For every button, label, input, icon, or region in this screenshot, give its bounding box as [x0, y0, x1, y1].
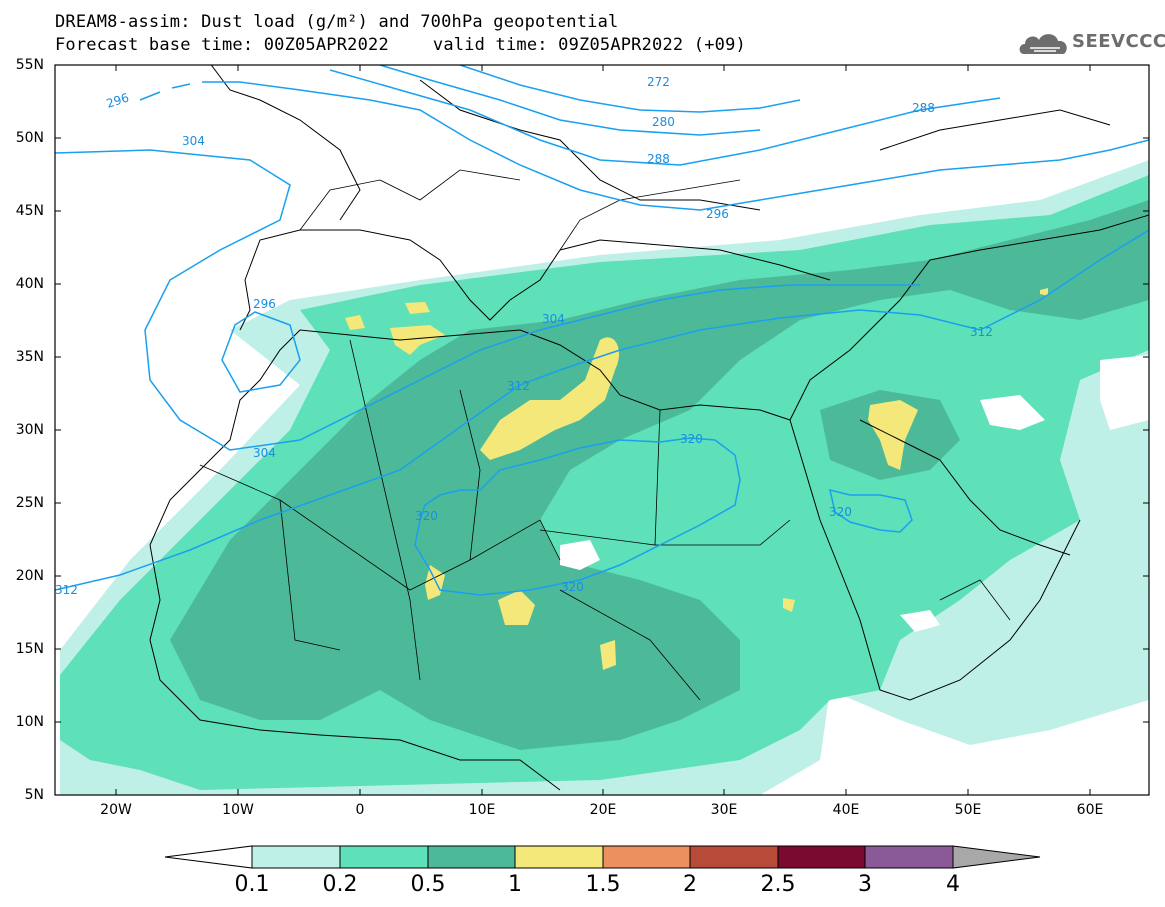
contour-label: 304 [542, 312, 565, 326]
colorbar-bin [602, 845, 691, 869]
colorbar-bin [427, 845, 516, 869]
lon-label: 60E [1076, 802, 1104, 818]
valid-time: valid time: 09Z05APR2022 (+09) [432, 35, 746, 55]
contour-label: 296 [105, 90, 131, 110]
contour-label: 320 [829, 505, 852, 519]
colorbar-label: 0.2 [322, 872, 358, 897]
lon-label: 20W [100, 802, 132, 818]
colorbar-label: 2 [683, 872, 697, 897]
coastlines [149, 65, 1149, 791]
colorbar-bin [251, 845, 341, 869]
colorbar-label: 3 [858, 872, 872, 897]
seevccc-logo: SEEVCCC [1016, 26, 1165, 60]
colorbar-bin [777, 845, 866, 869]
contour-label: 288 [912, 101, 935, 115]
contour-label: 304 [253, 446, 276, 460]
contour-label: 280 [652, 115, 675, 129]
contour-label: 296 [253, 297, 276, 311]
lon-label: 0 [355, 802, 365, 818]
lat-label: 40N [15, 276, 44, 292]
contour-label: 320 [561, 580, 584, 594]
colorbar-bin [864, 845, 954, 869]
lat-label: 45N [15, 203, 44, 219]
lat-label: 15N [15, 641, 44, 657]
lat-label: 35N [15, 349, 44, 365]
contour-label-group: 296 272 280 288 288 296 304 304 312 312 … [55, 75, 993, 597]
lon-label: 20E [589, 802, 617, 818]
dust-band-0.5 [170, 200, 1149, 750]
contour-label: 312 [507, 379, 530, 393]
geopotential-contours [55, 65, 1149, 596]
contour-label: 272 [647, 75, 670, 89]
colorbar-bin [339, 845, 429, 869]
contour-label: 312 [970, 325, 993, 339]
colorbar-label: 2.5 [760, 872, 796, 897]
contour-label: 296 [706, 207, 729, 221]
colorbar-label: 4 [946, 872, 960, 897]
base-time: Forecast base time: 00Z05APR2022 [55, 35, 389, 55]
lat-label: 50N [15, 130, 44, 146]
dust-free-areas [560, 355, 1149, 632]
forecast-times: Forecast base time: 00Z05APR2022 valid ti… [55, 35, 746, 55]
lat-label: 55N [15, 57, 44, 73]
lat-label: 20N [15, 568, 44, 584]
axis-ticks [55, 64, 1149, 796]
colorbar-bin [514, 845, 604, 869]
colorbar [164, 845, 1041, 869]
lat-label: 10N [15, 714, 44, 730]
country-borders [199, 169, 1011, 701]
colorbar-label: 0.5 [410, 872, 446, 897]
colorbar-low-arrow [164, 845, 253, 869]
lat-label: 30N [15, 422, 44, 438]
colorbar-bin [689, 845, 779, 869]
contour-label: 320 [680, 432, 703, 446]
colorbar-label: 1.5 [585, 872, 621, 897]
map-title: DREAM8-assim: Dust load (g/m²) and 700hP… [55, 12, 619, 32]
cloud-icon [1019, 34, 1067, 54]
dust-band-1 [345, 288, 1048, 670]
contour-label: 304 [182, 134, 205, 148]
colorbar-high-arrow [952, 845, 1041, 869]
logo-text: SEEVCCC [1072, 31, 1165, 52]
lat-label: 25N [15, 495, 44, 511]
lon-label: 10E [468, 802, 496, 818]
lon-label: 10W [222, 802, 254, 818]
lon-label: 40E [832, 802, 860, 818]
contour-label: 288 [647, 152, 670, 166]
lat-label: 5N [24, 787, 44, 803]
colorbar-label: 0.1 [234, 872, 270, 897]
lon-label: 50E [954, 802, 982, 818]
contour-label: 320 [415, 509, 438, 523]
lon-label: 30E [710, 802, 738, 818]
contour-label: 312 [55, 583, 78, 597]
colorbar-label: 1 [508, 872, 522, 897]
